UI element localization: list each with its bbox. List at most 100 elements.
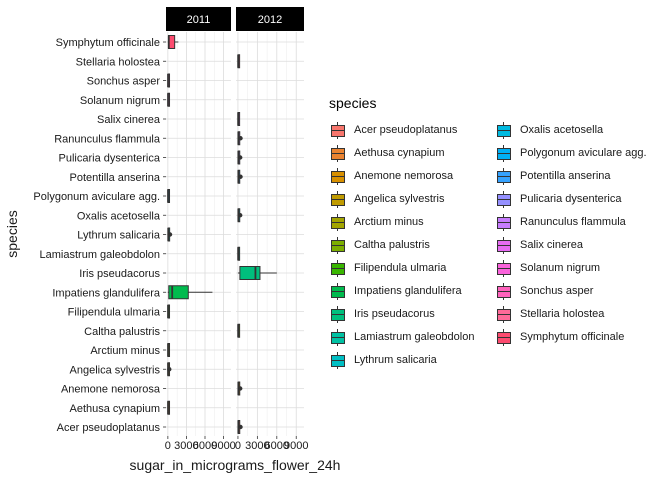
legend-key-symphytum-officinale <box>496 328 512 346</box>
outlier-oxalis-acetosella <box>238 213 243 218</box>
outlier-anemone-nemorosa <box>238 386 243 391</box>
legend-item-iris-pseudacorus: Iris pseudacorus <box>330 304 435 324</box>
legend-key-potentilla-anserina <box>496 167 512 185</box>
legend-key-filipendula-ulmaria <box>330 259 346 277</box>
y-tick-label-oxalis-acetosella: Oxalis acetosella <box>77 210 161 222</box>
y-tick-label-anemone-nemorosa: Anemone nemorosa <box>61 384 161 396</box>
legend-key-iris-pseudacorus <box>330 305 346 323</box>
legend-title: species <box>329 95 377 111</box>
legend-key-polygonum-aviculare-agg <box>496 144 512 162</box>
legend-label-acer-pseudoplatanus: Acer pseudoplatanus <box>354 124 458 136</box>
facet-label-2012: 2012 <box>258 14 282 26</box>
legend-label-sonchus-asper: Sonchus asper <box>520 285 594 297</box>
outlier-pulicaria-dysenterica <box>238 155 243 160</box>
legend-label-impatiens-glandulifera: Impatiens glandulifera <box>354 285 462 297</box>
y-tick-label-impatiens-glandulifera: Impatiens glandulifera <box>52 287 161 299</box>
x-tick-label-2011-3000: 3000 <box>174 440 198 452</box>
legend-key-stellaria-holostea <box>496 305 512 323</box>
y-tick-label-lythrum-salicaria: Lythrum salicaria <box>77 230 161 242</box>
y-tick-label-acer-pseudoplatanus: Acer pseudoplatanus <box>57 422 161 434</box>
panel-background <box>236 32 304 436</box>
y-tick-label-symphytum-officinale: Symphytum officinale <box>56 37 160 49</box>
y-axis-title: species <box>4 210 20 257</box>
legend-key-aethusa-cynapium <box>330 144 346 162</box>
legend-item-stellaria-holostea: Stellaria holostea <box>496 304 604 324</box>
legend-label-potentilla-anserina: Potentilla anserina <box>520 170 611 182</box>
legend-label-stellaria-holostea: Stellaria holostea <box>520 308 605 320</box>
legend-key-impatiens-glandulifera <box>330 282 346 300</box>
legend-key-anemone-nemorosa <box>330 167 346 185</box>
legend-key-acer-pseudoplatanus <box>330 121 346 139</box>
x-axis-title: sugar_in_micrograms_flower_24h <box>130 457 341 473</box>
legend-item-oxalis-acetosella: Oxalis acetosella <box>496 120 603 140</box>
legend-key-salix-cinerea <box>496 236 512 254</box>
y-tick-label-stellaria-holostea: Stellaria holostea <box>76 56 161 68</box>
legend-key-solanum-nigrum <box>496 259 512 277</box>
x-tick-label-2011-6000: 6000 <box>193 440 217 452</box>
legend-label-lythrum-salicaria: Lythrum salicaria <box>354 354 437 366</box>
legend-label-pulicaria-dysenterica: Pulicaria dysenterica <box>520 193 622 205</box>
outlier-angelica-sylvestris <box>167 367 172 372</box>
legend-key-ranunculus-flammula <box>496 213 512 231</box>
legend-item-arctium-minus: Arctium minus <box>330 212 424 232</box>
y-tick-label-salix-cinerea: Salix cinerea <box>97 114 161 126</box>
y-tick-label-angelica-sylvestris: Angelica sylvestris <box>70 364 161 376</box>
legend-item-solanum-nigrum: Solanum nigrum <box>496 258 600 278</box>
legend-item-polygonum-aviculare-agg: Polygonum aviculare agg. <box>496 143 647 163</box>
legend-label-aethusa-cynapium: Aethusa cynapium <box>354 147 445 159</box>
legend-key-arctium-minus <box>330 213 346 231</box>
legend-key-lamiastrum-galeobdolon <box>330 328 346 346</box>
legend-key-caltha-palustris <box>330 236 346 254</box>
box-impatiens-glandulifera <box>168 285 189 300</box>
legend-label-caltha-palustris: Caltha palustris <box>354 239 430 251</box>
legend-label-symphytum-officinale: Symphytum officinale <box>520 331 625 343</box>
legend-item-salix-cinerea: Salix cinerea <box>496 235 583 255</box>
outlier-acer-pseudoplatanus <box>238 424 243 430</box>
legend-label-ranunculus-flammula: Ranunculus flammula <box>520 216 626 228</box>
x-tick-label-2011-0: 0 <box>165 440 171 452</box>
legend-label-arctium-minus: Arctium minus <box>354 216 424 228</box>
legend-item-potentilla-anserina: Potentilla anserina <box>496 166 611 186</box>
y-tick-label-sonchus-asper: Sonchus asper <box>87 76 161 88</box>
legend-item-angelica-sylvestris: Angelica sylvestris <box>330 189 444 209</box>
legend-label-filipendula-ulmaria: Filipendula ulmaria <box>354 262 447 274</box>
legend-label-lamiastrum-galeobdolon: Lamiastrum galeobdolon <box>354 331 475 343</box>
legend-label-angelica-sylvestris: Angelica sylvestris <box>354 193 445 205</box>
legend-label-anemone-nemorosa: Anemone nemorosa <box>354 170 454 182</box>
legend-item-ranunculus-flammula: Ranunculus flammula <box>496 212 626 232</box>
legend-item-filipendula-ulmaria: Filipendula ulmaria <box>330 258 446 278</box>
y-tick-label-arctium-minus: Arctium minus <box>90 345 160 357</box>
legend-label-iris-pseudacorus: Iris pseudacorus <box>354 308 435 320</box>
y-tick-label-filipendula-ulmaria: Filipendula ulmaria <box>68 307 161 319</box>
legend-item-lythrum-salicaria: Lythrum salicaria <box>330 350 437 370</box>
y-tick-label-solanum-nigrum: Solanum nigrum <box>80 95 160 107</box>
legend-key-oxalis-acetosella <box>496 121 512 139</box>
legend-label-polygonum-aviculare-agg: Polygonum aviculare agg. <box>520 147 647 159</box>
facet-strip-2011 <box>166 7 231 31</box>
y-tick-label-aethusa-cynapium: Aethusa cynapium <box>70 403 161 415</box>
y-tick-label-potentilla-anserina: Potentilla anserina <box>69 172 160 184</box>
y-tick-label-iris-pseudacorus: Iris pseudacorus <box>79 268 160 280</box>
y-tick-label-ranunculus-flammula: Ranunculus flammula <box>54 133 161 145</box>
panel-background <box>166 32 231 436</box>
y-tick-label-polygonum-aviculare-agg: Polygonum aviculare agg. <box>33 191 160 203</box>
x-tick-label-2011-9000: 9000 <box>211 440 235 452</box>
outlier-lythrum-salicaria <box>167 232 173 237</box>
outlier-ranunculus-flammula <box>238 136 243 141</box>
x-tick-label-2012-6000: 6000 <box>265 440 289 452</box>
legend-key-angelica-sylvestris <box>330 190 346 208</box>
x-tick-label-2012-0: 0 <box>235 440 241 452</box>
legend-item-sonchus-asper: Sonchus asper <box>496 281 593 301</box>
outlier-potentilla-anserina <box>238 174 243 179</box>
legend-item-lamiastrum-galeobdolon: Lamiastrum galeobdolon <box>330 327 474 347</box>
legend-key-pulicaria-dysenterica <box>496 190 512 208</box>
facet-label-2011: 2011 <box>187 14 211 26</box>
legend-item-symphytum-officinale: Symphytum officinale <box>496 327 624 347</box>
legend-item-aethusa-cynapium: Aethusa cynapium <box>330 143 445 163</box>
facet-strip-2012 <box>236 7 304 31</box>
legend-key-sonchus-asper <box>496 282 512 300</box>
y-tick-label-caltha-palustris: Caltha palustris <box>84 326 160 338</box>
legend-key-lythrum-salicaria <box>330 351 346 369</box>
legend-label-oxalis-acetosella: Oxalis acetosella <box>520 124 604 136</box>
